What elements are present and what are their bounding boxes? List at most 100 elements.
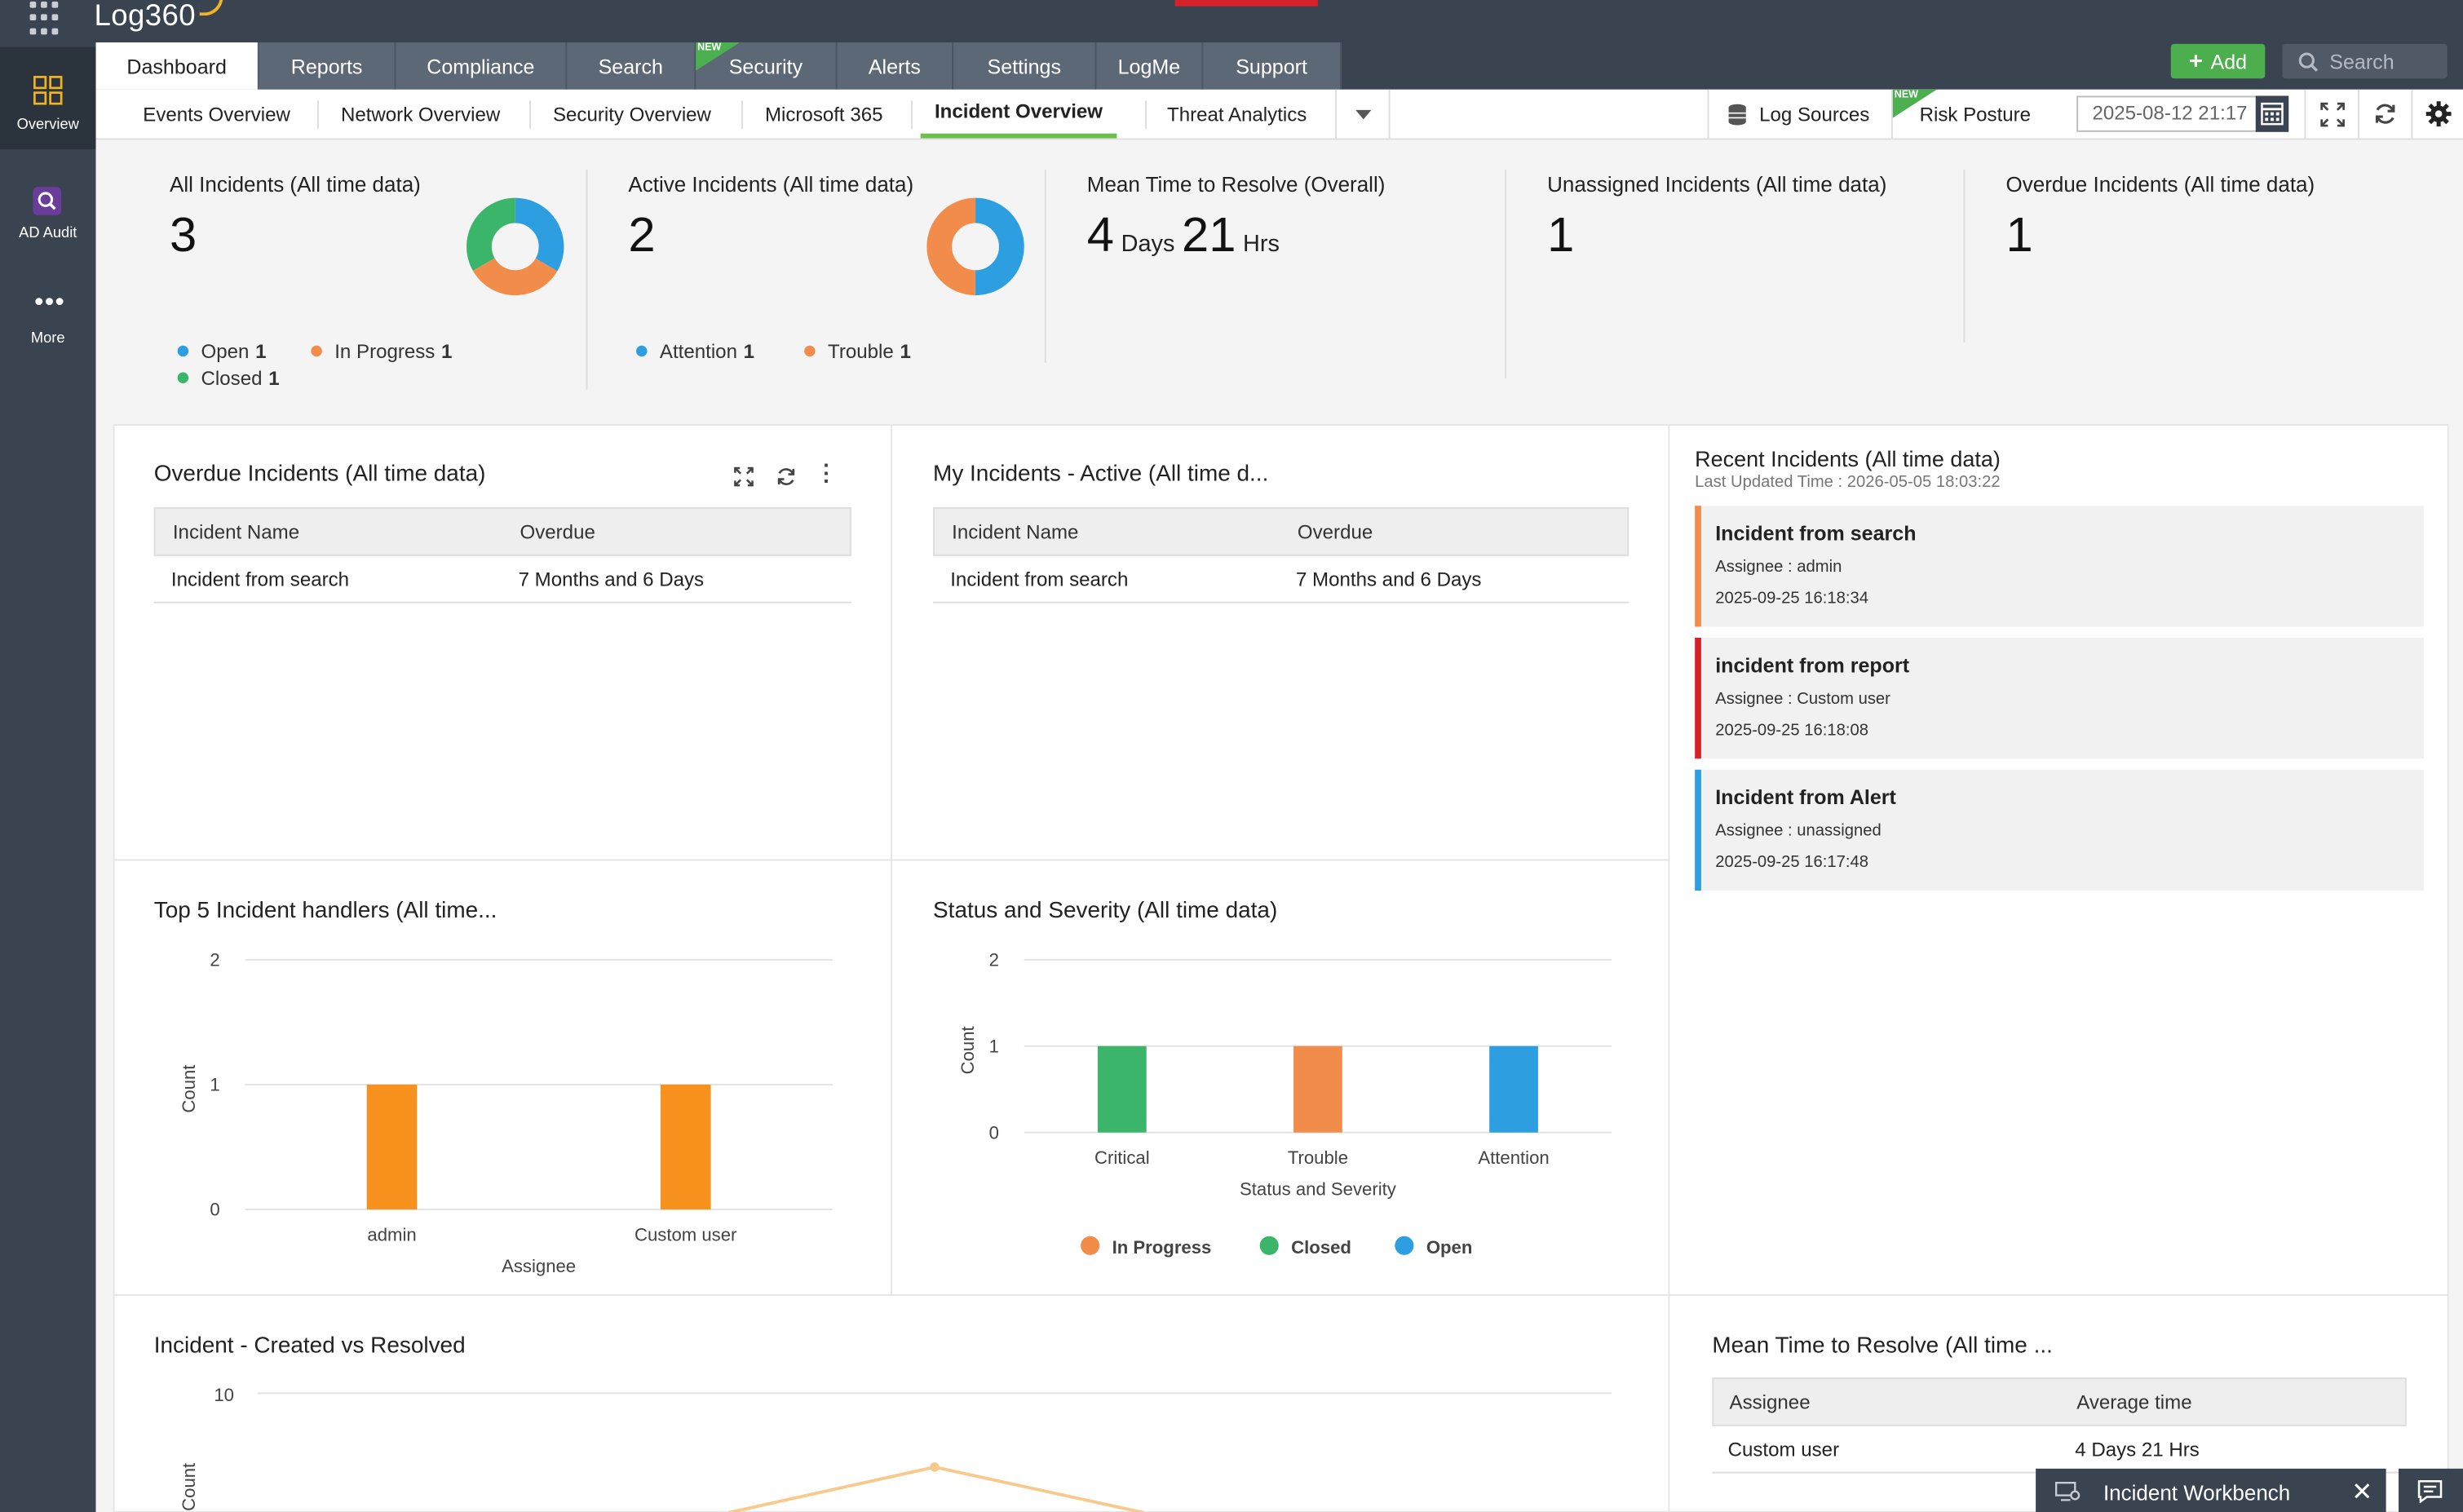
gear-icon[interactable] xyxy=(2411,89,2463,139)
kpi-mttr-title: Mean Time to Resolve (Overall) xyxy=(1086,172,1386,197)
legend-label: In Progress xyxy=(1112,1237,1212,1258)
data-point xyxy=(930,1462,940,1472)
new-badge: NEW xyxy=(696,42,741,71)
table-row[interactable]: Incident from search 7 Months and 6 Days xyxy=(933,556,1629,603)
created-resolved-chart: 10 Count xyxy=(179,1385,1612,1512)
subtab-events-overview[interactable]: Events Overview xyxy=(143,103,290,126)
more-tabs-dropdown[interactable] xyxy=(1337,90,1390,139)
legend-label: Open xyxy=(1426,1237,1473,1258)
kebab-menu-icon[interactable]: · · · xyxy=(823,452,831,493)
calendar-icon[interactable] xyxy=(2255,95,2289,132)
active-incidents-donut xyxy=(926,197,1024,296)
legend-marker xyxy=(1395,1236,1414,1255)
subtab-threat-analytics[interactable]: Threat Analytics xyxy=(1167,103,1307,126)
x-axis-label: Assignee xyxy=(502,1256,576,1276)
table-row[interactable]: Incident from search 7 Months and 6 Days xyxy=(153,556,851,603)
plus-icon: + xyxy=(2188,47,2203,75)
main-tabs: Dashboard Reports Compliance Search NEW S… xyxy=(95,42,1342,90)
kpi-mttr-value: 4 Days 21 Hrs xyxy=(1086,207,1280,263)
tab-alerts[interactable]: Alerts xyxy=(837,42,954,90)
y-tick-label: 2 xyxy=(989,950,999,970)
kpi-all-title: All Incidents (All time data) xyxy=(170,172,421,197)
legend-trouble: Trouble 1 xyxy=(804,341,911,363)
search-input[interactable]: Search xyxy=(2282,43,2448,79)
tab-support[interactable]: Support xyxy=(1203,42,1342,90)
overdue-table-header: Incident Name Overdue xyxy=(153,507,851,556)
kpi-all-value: 3 xyxy=(170,207,197,263)
table-row[interactable]: Custom user 4 Days 21 Hrs xyxy=(1712,1426,2407,1474)
panel-refresh-icon[interactable] xyxy=(776,466,796,487)
database-icon xyxy=(1728,104,1746,126)
tab-security[interactable]: NEW Security xyxy=(696,42,838,90)
bar xyxy=(1097,1046,1147,1133)
kpi-unassigned-value: 1 xyxy=(1547,207,1575,263)
subtab-network-overview[interactable]: Network Overview xyxy=(340,103,501,126)
refresh-icon[interactable] xyxy=(2357,89,2411,139)
recent-incident-card[interactable]: Incident from search Assignee : admin 2025… xyxy=(1695,506,2424,627)
created-series-line xyxy=(728,1465,1144,1512)
y-axis-label: Count xyxy=(179,1463,199,1511)
log-sources-button[interactable]: Log Sources xyxy=(1707,89,1893,139)
legend-in-progress: In Progress 1 xyxy=(311,341,452,363)
overdue-panel-title: Overdue Incidents (All time data) xyxy=(153,462,486,488)
y-axis-label: Count xyxy=(957,1026,978,1074)
top-handlers-title: Top 5 Incident handlers (All time... xyxy=(153,898,497,924)
x-tick-label: Critical xyxy=(1094,1147,1150,1168)
my-incidents-table-header: Incident Name Overdue xyxy=(933,507,1629,556)
overview-grid-icon xyxy=(33,76,63,105)
alert-strip xyxy=(1174,0,1318,7)
chat-icon[interactable] xyxy=(2399,1468,2463,1512)
tab-compliance[interactable]: Compliance xyxy=(396,42,568,90)
all-incidents-donut xyxy=(467,197,564,296)
close-icon[interactable]: ✕ xyxy=(2351,1479,2373,1507)
app-logo[interactable]: Log360 xyxy=(94,0,197,33)
recent-incident-card[interactable]: incident from report Assignee : Custom us… xyxy=(1695,637,2424,759)
workbench-icon xyxy=(2055,1482,2081,1501)
legend-closed: Closed 1 xyxy=(177,368,280,390)
tab-settings[interactable]: Settings xyxy=(953,42,1097,90)
recent-incidents-title: Recent Incidents (All time data) xyxy=(1695,445,2001,471)
kpi-overdue-value: 1 xyxy=(2005,207,2033,263)
x-tick-label: Custom user xyxy=(635,1225,736,1245)
fullscreen-icon[interactable] xyxy=(2304,89,2357,139)
incident-workbench-bar[interactable]: Incident Workbench ✕ xyxy=(2036,1468,2386,1512)
bar xyxy=(660,1084,711,1210)
sidebar-item-ad-audit[interactable]: AD Audit xyxy=(0,173,95,251)
risk-posture-button[interactable]: NEW Risk Posture xyxy=(1890,89,2064,139)
sidebar-item-overview[interactable]: Overview xyxy=(0,46,96,149)
ad-audit-icon xyxy=(33,187,62,215)
kpi-active-value: 2 xyxy=(628,207,656,263)
subtab-microsoft-365[interactable]: Microsoft 365 xyxy=(764,103,883,126)
app-launcher-icon[interactable] xyxy=(29,1,64,36)
legend-marker xyxy=(1259,1236,1279,1255)
tab-dashboard[interactable]: Dashboard xyxy=(95,42,259,90)
new-badge: NEW xyxy=(1892,89,1937,118)
tab-search[interactable]: Search xyxy=(567,42,696,90)
kpi-overdue-title: Overdue Incidents (All time data) xyxy=(2005,172,2315,197)
sidebar-item-more[interactable]: ••• More xyxy=(30,289,66,347)
top-handlers-chart: 0 1 2 admin Custom user Assignee Count xyxy=(179,950,833,1276)
x-tick-label: Attention xyxy=(1478,1147,1549,1168)
expand-icon[interactable] xyxy=(733,466,754,487)
chevron-down-icon xyxy=(1355,108,1372,119)
mttr-table-header: Assignee Average time xyxy=(1712,1377,2407,1426)
tab-reports[interactable]: Reports xyxy=(259,42,396,90)
x-tick-label: Trouble xyxy=(1288,1147,1348,1168)
mttr-panel-title: Mean Time to Resolve (All time ... xyxy=(1712,1333,2053,1359)
y-tick-label: 1 xyxy=(210,1075,219,1095)
add-button[interactable]: + Add xyxy=(2170,43,2266,79)
bar xyxy=(366,1084,418,1210)
date-range-field[interactable]: 2025-08-12 21:17 xyxy=(2076,95,2289,132)
subtab-security-overview[interactable]: Security Overview xyxy=(552,103,711,126)
status-severity-chart: 0 1 2 Critical Trouble Attention Status and Se… xyxy=(957,950,1612,1258)
subtab-incident-overview[interactable]: Incident Overview xyxy=(920,90,1117,139)
bar xyxy=(1489,1046,1538,1133)
left-sidebar xyxy=(0,0,96,1512)
tab-logme[interactable]: LogMe xyxy=(1096,42,1204,90)
my-incidents-title: My Incidents - Active (All time d... xyxy=(933,462,1269,488)
y-tick-label: 10 xyxy=(214,1385,234,1405)
y-axis-label: Count xyxy=(179,1065,199,1113)
y-tick-label: 1 xyxy=(989,1036,999,1056)
recent-incident-card[interactable]: Incident from Alert Assignee : unassigned… xyxy=(1695,769,2424,891)
search-icon xyxy=(2298,51,2319,71)
